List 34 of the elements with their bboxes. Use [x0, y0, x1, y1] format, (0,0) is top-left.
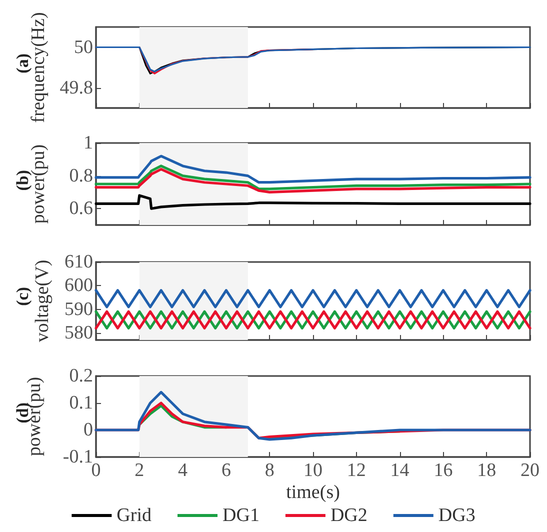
x-axis-title: time(s) [286, 482, 340, 503]
y-tick-label: 1 [84, 132, 93, 154]
y-tick-label: 0.2 [69, 366, 93, 386]
x-tick-label: 4 [178, 460, 188, 481]
legend-label: DG3 [438, 505, 476, 526]
x-tick-label: 20 [520, 460, 540, 481]
x-tick-label: 8 [264, 460, 274, 481]
y-tick-label: 49.8 [60, 77, 93, 98]
y-tick-label: 600 [64, 275, 93, 296]
line-series [94, 154, 532, 184]
y-axis-title: voltage(V) [32, 260, 53, 342]
y-tick-label: 50 [74, 36, 93, 58]
y-tick-label: 580 [64, 322, 93, 344]
y-tick-label: 590 [64, 298, 93, 320]
line-series [94, 390, 532, 441]
x-tick-label: 18 [477, 460, 496, 481]
text: (a) [13, 53, 32, 74]
y-tick-label: 0.1 [69, 392, 93, 414]
line-series [94, 194, 532, 210]
text: (c) [13, 286, 32, 306]
x-tick-label: 16 [434, 460, 453, 481]
x-tick-label: 12 [346, 460, 366, 481]
legend-label: DG1 [222, 505, 260, 526]
y-tick-label: 0.8 [69, 165, 93, 186]
x-tick-label: 2 [134, 460, 144, 481]
y-tick-label: 0 [84, 420, 93, 440]
y-tick-label: 0.6 [69, 198, 93, 220]
x-tick-label: 10 [304, 460, 322, 481]
legend-label: Grid [116, 505, 152, 526]
y-tick-label: 610 [64, 252, 93, 272]
x-tick-label: 14 [390, 460, 410, 481]
y-tick-label: -0.1 [62, 446, 93, 468]
legend-label: DG2 [330, 505, 368, 526]
x-tick-label: 6 [221, 460, 231, 481]
